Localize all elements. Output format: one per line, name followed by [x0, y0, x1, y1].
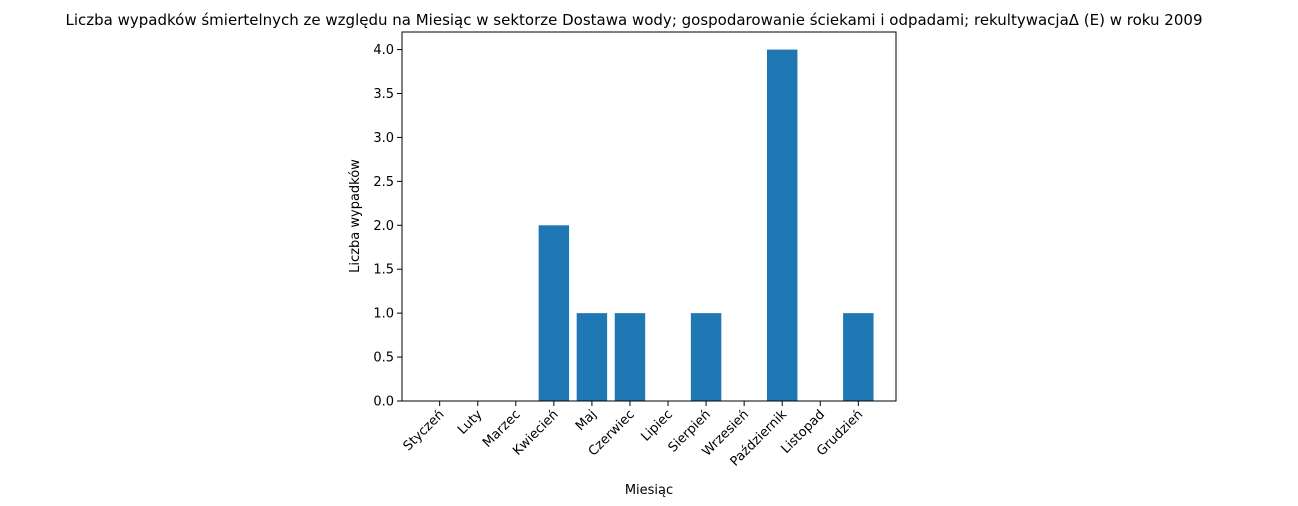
- bar-7: [690, 313, 722, 401]
- y-tick-label: 3.0: [373, 131, 394, 146]
- x-tick-label: Styczeń: [401, 407, 448, 454]
- x-axis-label: Miesiąc: [625, 483, 673, 498]
- x-tick-label: Maj: [573, 407, 600, 434]
- plot-frame: [401, 31, 897, 402]
- y-axis-label: Liczba wypadków: [348, 159, 363, 273]
- y-tick-label: 2.5: [373, 175, 394, 190]
- y-tick-label: 1.5: [373, 263, 394, 278]
- y-tick-label: 4.0: [373, 43, 394, 58]
- y-tick-label: 2.0: [373, 219, 394, 234]
- bar-5: [614, 313, 646, 401]
- bar-4: [576, 313, 608, 401]
- bar-11: [843, 313, 874, 401]
- y-tick-label: 0.5: [373, 351, 394, 366]
- y-tick-label: 3.5: [373, 87, 394, 102]
- y-tick-label: 1.0: [373, 307, 394, 322]
- chart-title: Liczba wypadków śmiertelnych ze względu …: [66, 11, 1203, 29]
- y-axis: 0.0 0.5 1.0 1.5 2.0 2.5 3.0 3.5 4.0: [373, 43, 402, 410]
- bar-9: [766, 49, 798, 401]
- bars: [538, 49, 874, 401]
- y-tick-label: 0.0: [373, 395, 394, 410]
- x-tick-label: Luty: [455, 407, 486, 438]
- bar-3: [538, 225, 570, 401]
